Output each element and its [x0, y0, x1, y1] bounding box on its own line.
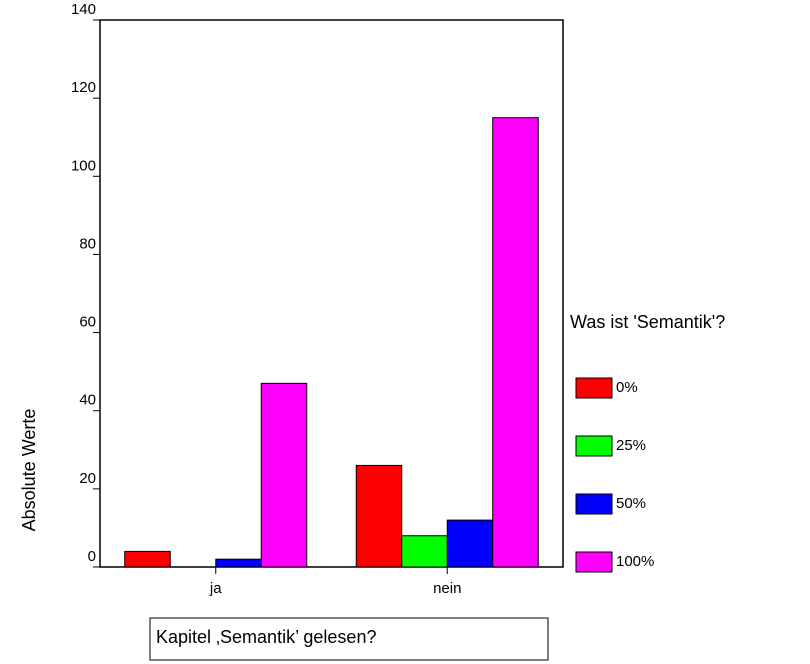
bar: [260, 382, 308, 568]
y-tick-label: 80: [79, 235, 96, 252]
y-tick-label: 0: [88, 548, 96, 565]
legend-title: Was ist 'Semantik'?: [570, 312, 725, 332]
y-tick-label: 100: [71, 157, 96, 174]
legend-swatch: [575, 551, 613, 573]
x-tick-label: nein: [433, 580, 461, 597]
legend-label: 25%: [616, 437, 646, 454]
y-tick-label: 120: [71, 79, 96, 96]
bar: [401, 535, 448, 568]
bar: [446, 519, 494, 568]
legend-label: 100%: [616, 553, 654, 570]
y-tick-label: 60: [79, 314, 96, 331]
bar: [355, 464, 403, 568]
y-tick-label: 20: [79, 470, 96, 487]
bar: [124, 550, 171, 568]
legend-swatch: [575, 377, 613, 399]
x-label-box: [149, 617, 549, 661]
bar: [215, 558, 262, 568]
y-axis-label: Absolute Werte: [19, 409, 39, 532]
legend-label: 0%: [616, 379, 638, 396]
legend-swatch: [575, 493, 613, 515]
y-tick-label: 140: [71, 1, 96, 18]
x-axis-label: Kapitel ‚Semantik’ gelesen?: [156, 627, 376, 647]
plot-frame: [99, 19, 564, 568]
legend-swatch: [575, 435, 613, 457]
bar: [492, 117, 539, 568]
legend-label: 50%: [616, 495, 646, 512]
x-tick-label: ja: [209, 580, 222, 597]
y-tick-label: 40: [79, 392, 96, 409]
